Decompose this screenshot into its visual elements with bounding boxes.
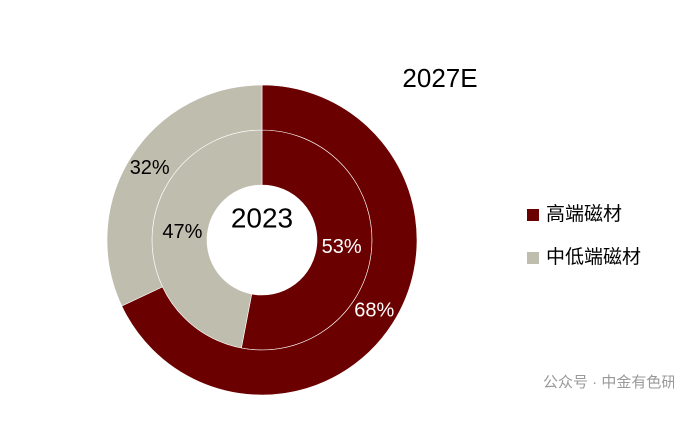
data-label: 32% [130, 157, 170, 179]
watermark: 公众号 · 中金有色研究 [543, 374, 674, 391]
donut-segment [106, 84, 263, 307]
data-label: 68% [354, 300, 394, 322]
data-label: 47% [162, 221, 202, 243]
donut-segment [121, 84, 418, 396]
legend-swatch [527, 252, 539, 264]
legend-label: 中低端磁材 [546, 246, 641, 268]
outer-ring-label: 2027E [402, 63, 477, 93]
inner-ring-label: 2023 [231, 202, 293, 233]
data-label: 53% [322, 236, 362, 258]
legend-label: 高端磁材 [546, 203, 622, 225]
legend-swatch [527, 209, 539, 221]
